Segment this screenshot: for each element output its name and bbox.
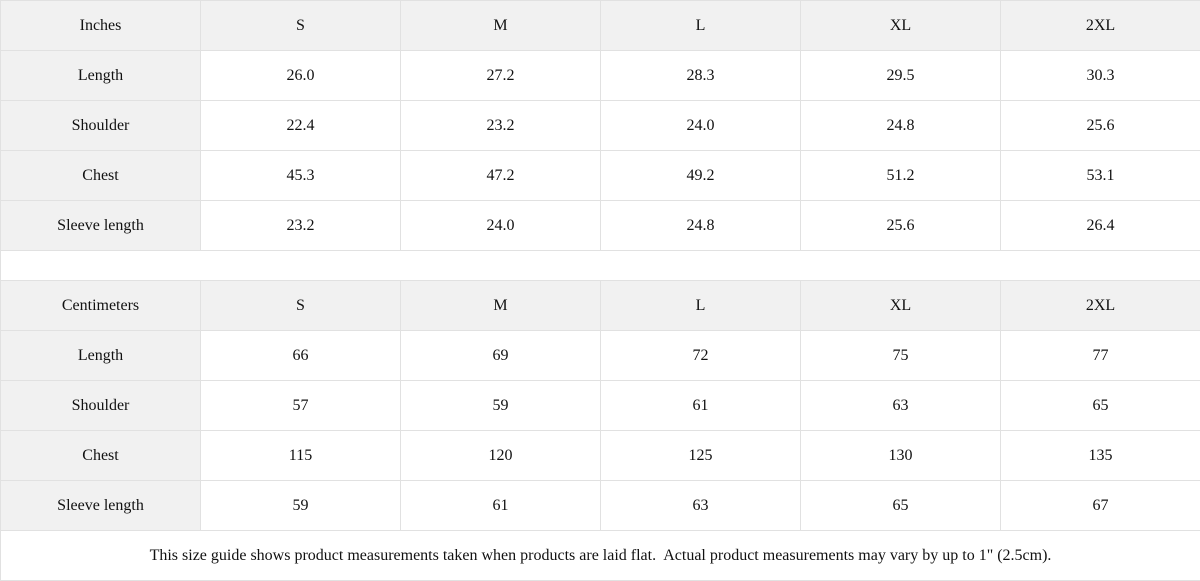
size-header-cell: M xyxy=(401,1,601,51)
spacer-cell xyxy=(1,251,1200,281)
row-label-cell: Chest xyxy=(1,151,201,201)
size-header-cell: S xyxy=(201,1,401,51)
size-header-cell: L xyxy=(601,281,801,331)
measurement-cell: 25.6 xyxy=(1001,101,1200,151)
measurement-cell: 28.3 xyxy=(601,51,801,101)
measurement-cell: 53.1 xyxy=(1001,151,1200,201)
footnote-row: This size guide shows product measuremen… xyxy=(1,531,1200,581)
measurement-cell: 26.4 xyxy=(1001,201,1200,251)
measurement-cell: 45.3 xyxy=(201,151,401,201)
measurement-cell: 66 xyxy=(201,331,401,381)
measurement-cell: 115 xyxy=(201,431,401,481)
measurement-cell: 30.3 xyxy=(1001,51,1200,101)
measurement-cell: 65 xyxy=(801,481,1001,531)
table-row: Length 66 69 72 75 77 xyxy=(1,331,1200,381)
centimeters-header-row: Centimeters S M L XL 2XL xyxy=(1,281,1200,331)
measurement-cell: 24.8 xyxy=(601,201,801,251)
row-label-cell: Length xyxy=(1,51,201,101)
measurement-cell: 69 xyxy=(401,331,601,381)
measurement-cell: 63 xyxy=(801,381,1001,431)
size-header-cell: M xyxy=(401,281,601,331)
measurement-cell: 49.2 xyxy=(601,151,801,201)
measurement-cell: 59 xyxy=(201,481,401,531)
row-label-cell: Sleeve length xyxy=(1,201,201,251)
size-header-cell: S xyxy=(201,281,401,331)
measurement-cell: 47.2 xyxy=(401,151,601,201)
footnote: This size guide shows product measuremen… xyxy=(1,531,1200,581)
unit-header-cell: Inches xyxy=(1,1,201,51)
measurement-cell: 59 xyxy=(401,381,601,431)
measurement-cell: 51.2 xyxy=(801,151,1001,201)
measurement-cell: 24.0 xyxy=(601,101,801,151)
measurement-cell: 61 xyxy=(401,481,601,531)
measurement-cell: 120 xyxy=(401,431,601,481)
measurement-cell: 29.5 xyxy=(801,51,1001,101)
table-row: Sleeve length 23.2 24.0 24.8 25.6 26.4 xyxy=(1,201,1200,251)
unit-header-cell: Centimeters xyxy=(1,281,201,331)
measurement-cell: 27.2 xyxy=(401,51,601,101)
measurement-cell: 26.0 xyxy=(201,51,401,101)
measurement-cell: 25.6 xyxy=(801,201,1001,251)
measurement-cell: 57 xyxy=(201,381,401,431)
measurement-cell: 135 xyxy=(1001,431,1200,481)
row-label-cell: Shoulder xyxy=(1,101,201,151)
spacer-row xyxy=(1,251,1200,281)
table-row: Chest 115 120 125 130 135 xyxy=(1,431,1200,481)
table-row: Sleeve length 59 61 63 65 67 xyxy=(1,481,1200,531)
size-header-cell: 2XL xyxy=(1001,281,1200,331)
measurement-cell: 23.2 xyxy=(201,201,401,251)
measurement-cell: 22.4 xyxy=(201,101,401,151)
inches-header-row: Inches S M L XL 2XL xyxy=(1,1,1200,51)
size-header-cell: L xyxy=(601,1,801,51)
measurement-cell: 77 xyxy=(1001,331,1200,381)
size-header-cell: XL xyxy=(801,281,1001,331)
size-header-cell: 2XL xyxy=(1001,1,1200,51)
measurement-cell: 125 xyxy=(601,431,801,481)
table-row: Shoulder 57 59 61 63 65 xyxy=(1,381,1200,431)
measurement-cell: 75 xyxy=(801,331,1001,381)
table-row: Length 26.0 27.2 28.3 29.5 30.3 xyxy=(1,51,1200,101)
measurement-cell: 24.8 xyxy=(801,101,1001,151)
size-header-cell: XL xyxy=(801,1,1001,51)
measurement-cell: 23.2 xyxy=(401,101,601,151)
measurement-cell: 61 xyxy=(601,381,801,431)
measurement-cell: 72 xyxy=(601,331,801,381)
table-row: Shoulder 22.4 23.2 24.0 24.8 25.6 xyxy=(1,101,1200,151)
table-row: Chest 45.3 47.2 49.2 51.2 53.1 xyxy=(1,151,1200,201)
row-label-cell: Shoulder xyxy=(1,381,201,431)
row-label-cell: Chest xyxy=(1,431,201,481)
row-label-cell: Length xyxy=(1,331,201,381)
measurement-cell: 67 xyxy=(1001,481,1200,531)
measurement-cell: 63 xyxy=(601,481,801,531)
row-label-cell: Sleeve length xyxy=(1,481,201,531)
measurement-cell: 65 xyxy=(1001,381,1200,431)
measurement-cell: 24.0 xyxy=(401,201,601,251)
measurement-cell: 130 xyxy=(801,431,1001,481)
